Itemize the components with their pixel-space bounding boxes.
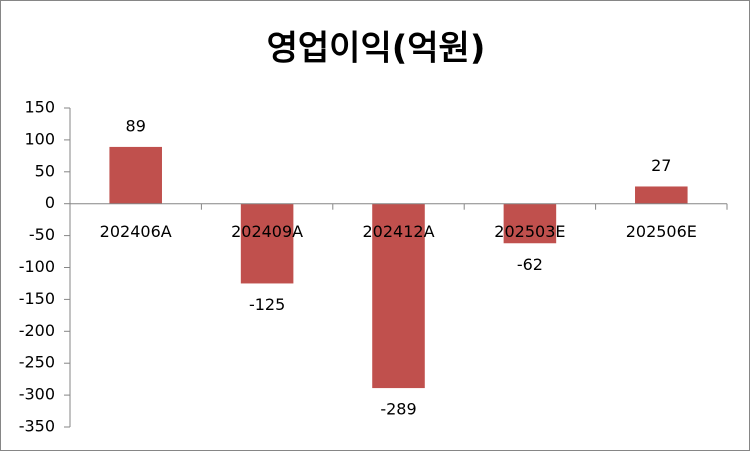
bar: [372, 203, 425, 389]
bar: [635, 186, 688, 204]
data-label: -289: [380, 400, 416, 419]
y-tick-label: -250: [19, 353, 55, 372]
y-tick-label: -350: [19, 417, 55, 436]
chart-title: 영업이익(억원): [267, 29, 486, 69]
bar: [109, 146, 162, 204]
y-tick-label: 150: [24, 98, 55, 117]
bar: [240, 203, 294, 284]
y-tick-label: 50: [35, 161, 55, 180]
y-tick-label: 0: [45, 193, 55, 212]
data-label: 27: [651, 156, 671, 175]
bar: [503, 203, 557, 244]
x-tick-label: 202406A: [100, 222, 172, 241]
data-label: 89: [126, 116, 146, 135]
data-label: -62: [517, 255, 543, 274]
data-label: -125: [249, 295, 285, 314]
y-tick-label: -150: [19, 289, 55, 308]
y-tick-label: -100: [19, 257, 55, 276]
x-tick-label: 202409A: [231, 222, 303, 241]
x-tick-label: 202412A: [362, 222, 434, 241]
x-tick-label: 202503E: [494, 222, 565, 241]
y-tick-label: -200: [19, 321, 55, 340]
y-tick-label: -50: [29, 225, 55, 244]
y-tick-label: 100: [24, 129, 55, 148]
x-tick-label: 202506E: [626, 222, 697, 241]
y-tick-label: -300: [19, 385, 55, 404]
